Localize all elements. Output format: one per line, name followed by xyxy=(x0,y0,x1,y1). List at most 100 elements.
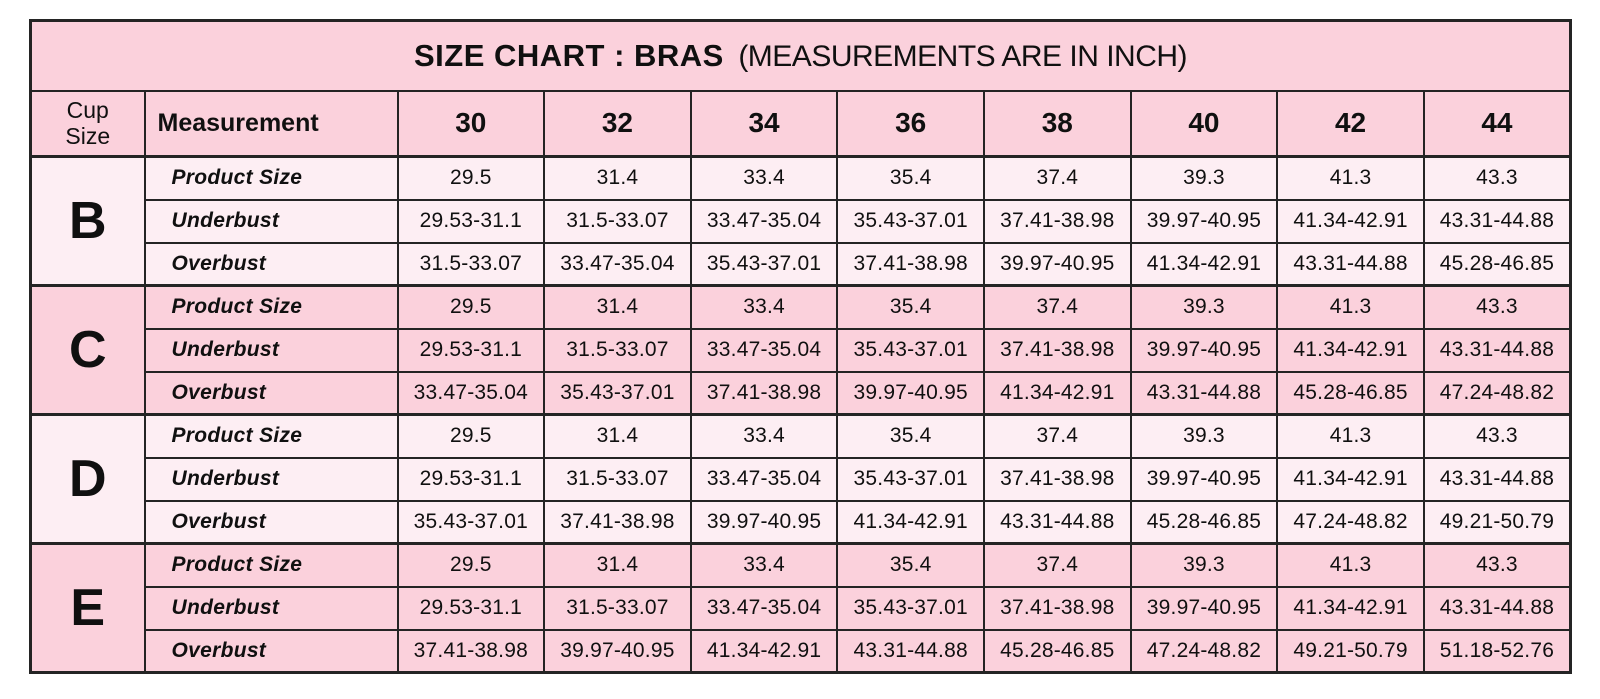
value-cell-b-42: 41.34-42.91 xyxy=(1276,198,1425,244)
value-cell-c-32: 35.43-37.01 xyxy=(543,370,692,416)
measurement-label: Overbust xyxy=(143,628,399,674)
cup-size-label-b: B xyxy=(29,155,146,287)
value-cell-c-42: 41.34-42.91 xyxy=(1276,327,1425,373)
value-cell-e-34: 33.4 xyxy=(689,542,839,588)
measurement-label: Underbust xyxy=(143,198,399,244)
value-cell-e-34: 41.34-42.91 xyxy=(689,628,839,674)
measurement-label: Underbust xyxy=(143,585,399,631)
table-row-cup-b-overbust: Overbust 31.5-33.07 33.47-35.04 35.43-37.01… xyxy=(31,241,1572,287)
value-cell-d-40: 39.97-40.95 xyxy=(1129,456,1279,502)
cup-size-label-c: C xyxy=(29,284,146,416)
value-cell-b-38: 37.4 xyxy=(983,155,1132,201)
value-cell-c-42: 45.28-46.85 xyxy=(1276,370,1425,416)
value-cell-e-32: 39.97-40.95 xyxy=(543,628,692,674)
chart-title-cell: SIZE CHART : BRAS (MEASUREMENTS ARE IN I… xyxy=(29,19,1572,92)
cup-size-header-line1: Cup xyxy=(66,96,109,123)
value-cell-d-30: 29.53-31.1 xyxy=(396,456,546,502)
value-cell-c-40: 43.31-44.88 xyxy=(1129,370,1279,416)
table-row-cup-d-underbust: Underbust 29.53-31.1 31.5-33.07 33.47-35.04… xyxy=(31,456,1572,502)
value-cell-c-44: 47.24-48.82 xyxy=(1422,370,1572,416)
value-cell-e-42: 49.21-50.79 xyxy=(1276,628,1425,674)
table-row-cup-e-product-size: E Product Size 29.5 31.4 33.4 35.4 37.4 39.3 41.… xyxy=(29,542,1572,674)
value-cell-d-32: 31.5-33.07 xyxy=(543,456,692,502)
value-cell-b-34: 35.43-37.01 xyxy=(689,241,839,287)
value-cell-e-32: 31.4 xyxy=(543,542,692,588)
cup-size-header: Cup Size xyxy=(29,89,146,158)
value-cell-b-34: 33.47-35.04 xyxy=(689,198,839,244)
value-cell-e-44: 43.3 xyxy=(1422,542,1572,588)
value-cell-b-42: 43.31-44.88 xyxy=(1276,241,1425,287)
value-cell-e-44: 43.31-44.88 xyxy=(1422,585,1572,631)
value-cell-c-36: 35.4 xyxy=(836,284,985,330)
value-cell-d-42: 47.24-48.82 xyxy=(1276,499,1425,545)
measurement-label: Underbust xyxy=(143,327,399,373)
value-cell-e-30: 37.41-38.98 xyxy=(396,628,546,674)
value-cell-c-34: 33.47-35.04 xyxy=(689,327,839,373)
value-cell-e-34: 33.47-35.04 xyxy=(689,585,839,631)
value-cell-b-32: 31.5-33.07 xyxy=(543,198,692,244)
measurement-label: Product Size xyxy=(143,413,399,459)
size-header-36: 36 xyxy=(836,89,985,158)
value-cell-b-44: 43.3 xyxy=(1422,155,1572,201)
table-row-cup-e-underbust: Underbust 29.53-31.1 31.5-33.07 33.47-35.04… xyxy=(31,585,1572,631)
column-header-row: Cup Size Measurement 30 32 34 36 38 40 42 44 xyxy=(29,89,1572,158)
value-cell-e-32: 31.5-33.07 xyxy=(543,585,692,631)
value-cell-c-44: 43.3 xyxy=(1422,284,1572,330)
table-row-cup-c-underbust: Underbust 29.53-31.1 31.5-33.07 33.47-35.04… xyxy=(31,327,1572,373)
measurement-label: Product Size xyxy=(143,542,399,588)
value-cell-e-40: 39.3 xyxy=(1129,542,1279,588)
chart-subtitle: (MEASUREMENTS ARE IN INCH) xyxy=(738,39,1188,73)
value-cell-b-32: 33.47-35.04 xyxy=(543,241,692,287)
value-cell-b-40: 39.3 xyxy=(1129,155,1279,201)
table-row-cup-b-underbust: Underbust 29.53-31.1 31.5-33.07 33.47-35.04… xyxy=(31,198,1572,244)
size-header-32: 32 xyxy=(543,89,692,158)
table-row-cup-e-overbust: Overbust 37.41-38.98 39.97-40.95 41.34-42.9… xyxy=(31,628,1572,674)
measurement-label: Overbust xyxy=(143,499,399,545)
value-cell-b-38: 37.41-38.98 xyxy=(983,198,1132,244)
value-cell-c-38: 37.4 xyxy=(983,284,1132,330)
value-cell-e-36: 43.31-44.88 xyxy=(836,628,985,674)
value-cell-d-44: 49.21-50.79 xyxy=(1422,499,1572,545)
measurement-label: Product Size xyxy=(143,155,399,201)
value-cell-b-44: 43.31-44.88 xyxy=(1422,198,1572,244)
value-cell-d-42: 41.34-42.91 xyxy=(1276,456,1425,502)
table-row-cup-c-overbust: Overbust 33.47-35.04 35.43-37.01 37.41-38.9… xyxy=(31,370,1572,416)
value-cell-c-38: 37.41-38.98 xyxy=(983,327,1132,373)
chart-title-row: SIZE CHART : BRAS (MEASUREMENTS ARE IN I… xyxy=(29,19,1572,92)
value-cell-d-40: 39.3 xyxy=(1129,413,1279,459)
value-cell-d-32: 31.4 xyxy=(543,413,692,459)
value-cell-b-30: 31.5-33.07 xyxy=(396,241,546,287)
value-cell-e-38: 45.28-46.85 xyxy=(983,628,1132,674)
value-cell-c-44: 43.31-44.88 xyxy=(1422,327,1572,373)
value-cell-b-44: 45.28-46.85 xyxy=(1422,241,1572,287)
measurement-label: Overbust xyxy=(143,241,399,287)
value-cell-c-32: 31.5-33.07 xyxy=(543,327,692,373)
value-cell-e-38: 37.41-38.98 xyxy=(983,585,1132,631)
chart-title: SIZE CHART : BRAS xyxy=(413,37,724,73)
size-header-44: 44 xyxy=(1422,89,1572,158)
size-header-42: 42 xyxy=(1276,89,1425,158)
value-cell-d-36: 35.4 xyxy=(836,413,985,459)
value-cell-e-42: 41.34-42.91 xyxy=(1276,585,1425,631)
value-cell-c-42: 41.3 xyxy=(1276,284,1425,330)
value-cell-c-30: 29.53-31.1 xyxy=(396,327,546,373)
size-header-38: 38 xyxy=(983,89,1132,158)
cup-size-label-d: D xyxy=(29,413,146,545)
value-cell-c-32: 31.4 xyxy=(543,284,692,330)
value-cell-e-30: 29.5 xyxy=(396,542,546,588)
measurement-label: Product Size xyxy=(143,284,399,330)
value-cell-d-38: 37.41-38.98 xyxy=(983,456,1132,502)
value-cell-e-38: 37.4 xyxy=(983,542,1132,588)
size-header-30: 30 xyxy=(396,89,546,158)
cup-size-header-line2: Size xyxy=(65,123,111,150)
value-cell-c-40: 39.97-40.95 xyxy=(1129,327,1279,373)
value-cell-d-30: 29.5 xyxy=(396,413,546,459)
value-cell-b-42: 41.3 xyxy=(1276,155,1425,201)
value-cell-b-40: 39.97-40.95 xyxy=(1129,198,1279,244)
table-row-cup-c-product-size: C Product Size 29.5 31.4 33.4 35.4 37.4 39.3 41.… xyxy=(29,284,1572,416)
table-row-cup-b-product-size: B Product Size 29.5 31.4 33.4 35.4 37.4 39.3 41.… xyxy=(29,155,1572,287)
value-cell-b-36: 35.4 xyxy=(836,155,985,201)
value-cell-e-40: 39.97-40.95 xyxy=(1129,585,1279,631)
value-cell-d-32: 37.41-38.98 xyxy=(543,499,692,545)
value-cell-d-36: 41.34-42.91 xyxy=(836,499,985,545)
